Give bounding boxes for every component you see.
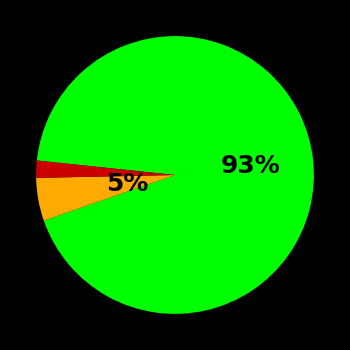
Wedge shape	[36, 161, 175, 178]
Wedge shape	[37, 36, 314, 314]
Text: 93%: 93%	[221, 154, 281, 178]
Text: 5%: 5%	[106, 172, 148, 196]
Wedge shape	[36, 175, 175, 221]
